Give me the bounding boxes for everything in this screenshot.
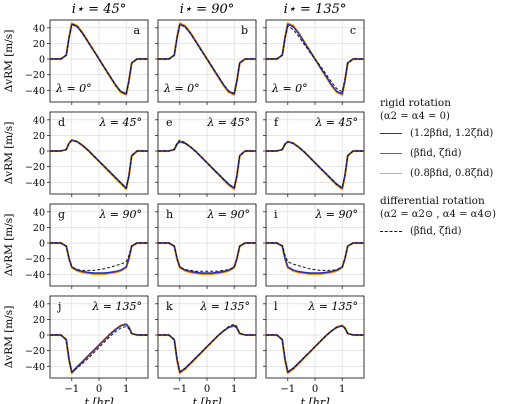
y-tick-label: 40 bbox=[33, 115, 45, 126]
x-tick-label: 0 bbox=[204, 384, 210, 395]
x-axis-label: t [hr] bbox=[85, 396, 115, 404]
panel-letter: h bbox=[166, 208, 173, 221]
x-tick-label: −1 bbox=[172, 384, 187, 395]
legend-item-rigid-1.2: (1.2βfid, 1.2ζfid) bbox=[380, 124, 520, 144]
lambda-label: λ = 45° bbox=[98, 116, 142, 129]
panel-letter: a bbox=[133, 24, 140, 37]
figure-grid: i⋆ = 45° i⋆ = 90° i⋆ = 135° 40 20 0 −20 −40 ΔvRM… bbox=[3, 2, 365, 404]
lambda-label: λ = 0° bbox=[163, 82, 200, 95]
legend-diff-subtitle: (α2 = α2⊙ , α4 = α4⊙) bbox=[380, 208, 497, 220]
lambda-label: λ = 135° bbox=[307, 300, 358, 313]
legend-label-rigid-1.2: (1.2βfid, 1.2ζfid) bbox=[410, 127, 494, 139]
y-tick-label: −40 bbox=[25, 178, 45, 189]
y-axis-label: ΔvRM [m/s] bbox=[3, 306, 15, 369]
y-axis-label: ΔvRM [m/s] bbox=[3, 122, 15, 185]
legend-item-rigid-0.8: (0.8βfid, 0.8ζfid) bbox=[380, 164, 520, 184]
y-tick-label: 40 bbox=[33, 23, 45, 34]
lambda-label: λ = 90° bbox=[98, 208, 142, 221]
series-differential bbox=[158, 24, 256, 94]
legend-label-diff: (βfid, ζfid) bbox=[410, 225, 462, 237]
panel-letter: l bbox=[274, 300, 278, 313]
x-tick-label: −1 bbox=[64, 384, 79, 395]
series-rigid-1.2 bbox=[266, 242, 364, 274]
y-tick-label: −40 bbox=[25, 270, 45, 281]
column-title: i⋆ = 135° bbox=[284, 2, 347, 17]
series-rigid-1.2 bbox=[50, 242, 148, 274]
x-tick-label: 1 bbox=[339, 384, 345, 395]
y-axis-label: ΔvRM [m/s] bbox=[3, 214, 15, 277]
series-differential bbox=[266, 25, 364, 93]
series-differential bbox=[158, 323, 256, 373]
x-tick-label: 1 bbox=[123, 384, 129, 395]
x-tick-label: 0 bbox=[96, 384, 102, 395]
series-differential bbox=[266, 141, 364, 189]
legend-label-rigid-0.8: (0.8βfid, 0.8ζfid) bbox=[410, 167, 494, 179]
y-tick-label: 40 bbox=[33, 207, 45, 218]
lambda-label: λ = 135° bbox=[199, 300, 250, 313]
y-tick-label: 0 bbox=[39, 55, 45, 66]
column-title: i⋆ = 45° bbox=[72, 2, 127, 17]
legend: rigid rotation (α2 = α4 = 0) (1.2βfid, 1… bbox=[380, 96, 520, 241]
y-tick-label: −40 bbox=[25, 362, 45, 373]
y-tick-label: 0 bbox=[39, 331, 45, 342]
y-tick-label: −20 bbox=[25, 346, 45, 357]
x-tick-label: −1 bbox=[280, 384, 295, 395]
panel-letter: j bbox=[56, 300, 61, 313]
legend-line-red bbox=[380, 153, 402, 155]
y-tick-label: 20 bbox=[33, 315, 45, 326]
panel-letter: d bbox=[58, 116, 65, 129]
legend-item-diff: (βfid, ζfid) bbox=[380, 221, 520, 241]
y-tick-label: 40 bbox=[33, 299, 45, 310]
y-tick-label: −20 bbox=[25, 70, 45, 81]
y-tick-label: 20 bbox=[33, 131, 45, 142]
series-rigid-1.2 bbox=[50, 323, 148, 373]
x-axis-label: t [hr] bbox=[193, 396, 223, 404]
panel-letter: k bbox=[166, 300, 173, 313]
panel-letter: c bbox=[350, 24, 356, 37]
series-differential bbox=[50, 242, 148, 271]
y-tick-label: −40 bbox=[25, 86, 45, 97]
lambda-label: λ = 135° bbox=[91, 300, 142, 313]
lambda-label: λ = 45° bbox=[314, 116, 358, 129]
series-differential bbox=[266, 325, 364, 373]
x-tick-label: 1 bbox=[231, 384, 237, 395]
y-tick-label: −20 bbox=[25, 254, 45, 265]
lambda-label: λ = 45° bbox=[206, 116, 250, 129]
legend-rigid-subtitle: (α2 = α4 = 0) bbox=[380, 111, 450, 123]
panel-letter: g bbox=[58, 208, 65, 221]
legend-line-dashed bbox=[380, 230, 402, 232]
lambda-label: λ = 0° bbox=[271, 82, 308, 95]
legend-line-blue bbox=[380, 133, 402, 135]
y-tick-label: 20 bbox=[33, 223, 45, 234]
legend-label-rigid-1.0: (βfid, ζfid) bbox=[410, 147, 462, 159]
y-tick-label: 20 bbox=[33, 39, 45, 50]
series-differential bbox=[50, 326, 148, 373]
series-differential bbox=[50, 23, 148, 95]
y-tick-label: −20 bbox=[25, 162, 45, 173]
legend-line-orange bbox=[380, 173, 402, 175]
lambda-label: λ = 90° bbox=[314, 208, 358, 221]
panel-letter: i bbox=[274, 208, 278, 221]
lambda-label: λ = 90° bbox=[206, 208, 250, 221]
series-differential bbox=[266, 242, 364, 271]
legend-diff-title: differential rotation bbox=[380, 194, 485, 207]
column-title: i⋆ = 90° bbox=[180, 2, 235, 17]
legend-item-rigid-1.0: (βfid, ζfid) bbox=[380, 144, 520, 164]
y-tick-label: 0 bbox=[39, 239, 45, 250]
y-tick-label: 0 bbox=[39, 147, 45, 158]
panel-letter: b bbox=[241, 24, 248, 37]
panel-letter: f bbox=[274, 116, 279, 129]
series-differential bbox=[158, 242, 256, 272]
x-axis-label: t [hr] bbox=[301, 396, 331, 404]
y-axis-label: ΔvRM [m/s] bbox=[3, 30, 15, 93]
legend-rigid-title: rigid rotation bbox=[380, 97, 451, 109]
lambda-label: λ = 0° bbox=[55, 82, 92, 95]
series-differential bbox=[50, 139, 148, 189]
series-rigid-1.2 bbox=[158, 242, 256, 274]
panel-letter: e bbox=[166, 116, 173, 129]
x-tick-label: 0 bbox=[312, 384, 318, 395]
